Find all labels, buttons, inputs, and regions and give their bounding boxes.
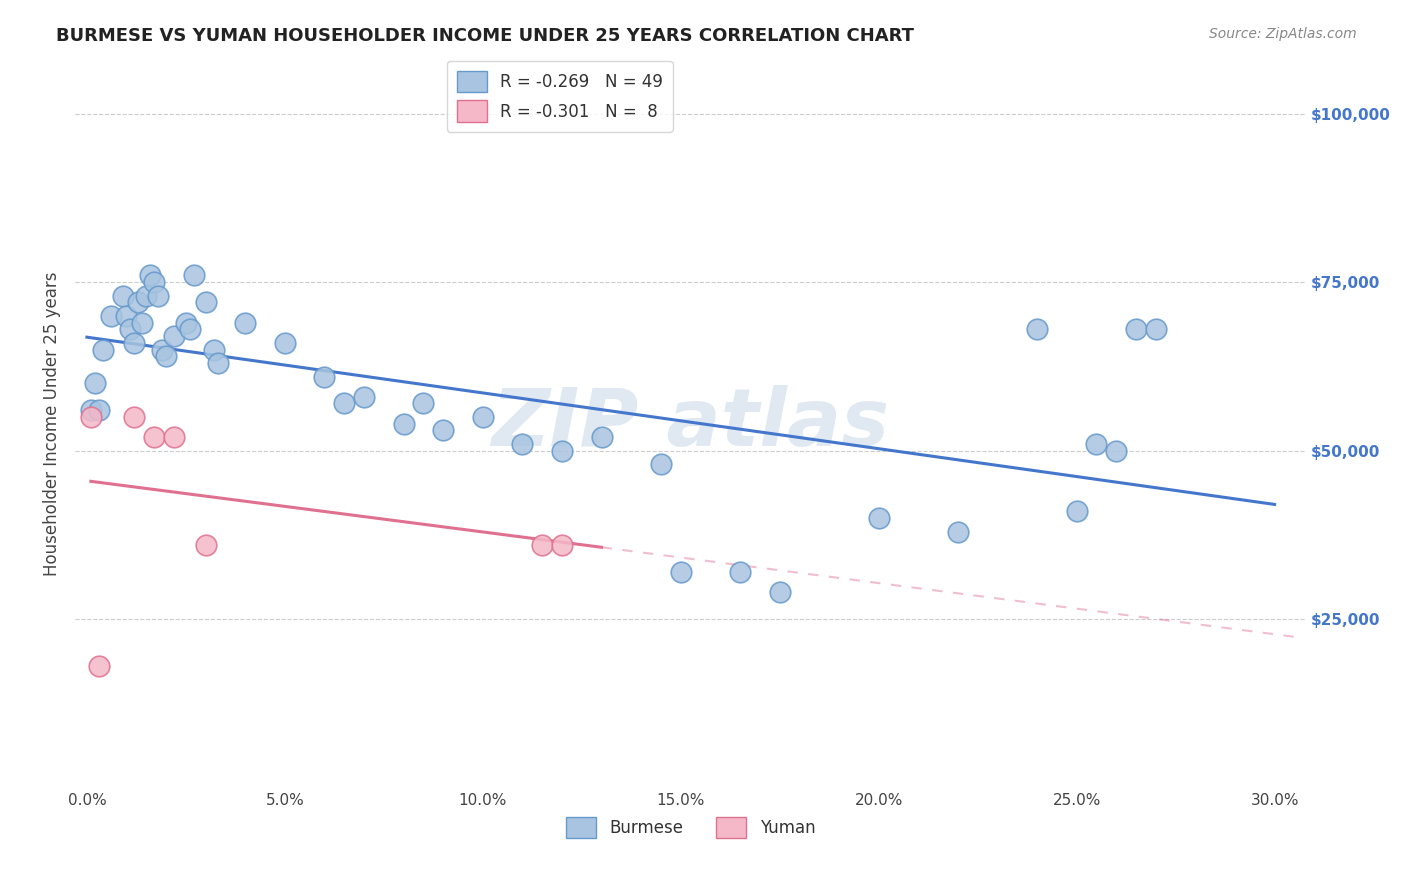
Point xyxy=(131,316,153,330)
Point xyxy=(551,538,574,552)
Point xyxy=(163,329,186,343)
Point xyxy=(127,295,149,310)
Point xyxy=(135,288,157,302)
Point xyxy=(946,524,969,539)
Point xyxy=(207,356,229,370)
Point xyxy=(124,409,146,424)
Point xyxy=(868,511,890,525)
Point xyxy=(1125,322,1147,336)
Point xyxy=(87,659,110,673)
Point xyxy=(87,403,110,417)
Point xyxy=(432,424,454,438)
Point xyxy=(353,390,375,404)
Point xyxy=(115,309,138,323)
Point xyxy=(314,369,336,384)
Point xyxy=(392,417,415,431)
Point xyxy=(143,430,166,444)
Point xyxy=(194,538,217,552)
Text: ZIP atlas: ZIP atlas xyxy=(492,384,890,463)
Text: Source: ZipAtlas.com: Source: ZipAtlas.com xyxy=(1209,27,1357,41)
Point xyxy=(274,335,297,350)
Point xyxy=(139,268,162,283)
Point xyxy=(650,457,672,471)
Point xyxy=(531,538,554,552)
Point xyxy=(80,403,103,417)
Point xyxy=(471,409,494,424)
Point xyxy=(183,268,205,283)
Point xyxy=(91,343,114,357)
Point xyxy=(143,275,166,289)
Point xyxy=(111,288,134,302)
Point xyxy=(1144,322,1167,336)
Point xyxy=(80,409,103,424)
Point xyxy=(124,335,146,350)
Point xyxy=(120,322,142,336)
Point xyxy=(233,316,256,330)
Point xyxy=(179,322,201,336)
Point xyxy=(155,349,177,363)
Point xyxy=(333,396,356,410)
Point xyxy=(174,316,197,330)
Y-axis label: Householder Income Under 25 years: Householder Income Under 25 years xyxy=(44,271,60,576)
Point xyxy=(551,443,574,458)
Point xyxy=(163,430,186,444)
Point xyxy=(1085,437,1108,451)
Legend: Burmese, Yuman: Burmese, Yuman xyxy=(560,810,823,845)
Point xyxy=(769,585,792,599)
Point xyxy=(669,565,692,579)
Point xyxy=(512,437,534,451)
Point xyxy=(1105,443,1128,458)
Text: BURMESE VS YUMAN HOUSEHOLDER INCOME UNDER 25 YEARS CORRELATION CHART: BURMESE VS YUMAN HOUSEHOLDER INCOME UNDE… xyxy=(56,27,914,45)
Point xyxy=(83,376,105,391)
Point xyxy=(412,396,434,410)
Point xyxy=(202,343,225,357)
Point xyxy=(100,309,122,323)
Point xyxy=(1066,504,1088,518)
Point xyxy=(1026,322,1049,336)
Point xyxy=(146,288,169,302)
Point xyxy=(194,295,217,310)
Point xyxy=(150,343,173,357)
Point xyxy=(728,565,751,579)
Point xyxy=(591,430,613,444)
